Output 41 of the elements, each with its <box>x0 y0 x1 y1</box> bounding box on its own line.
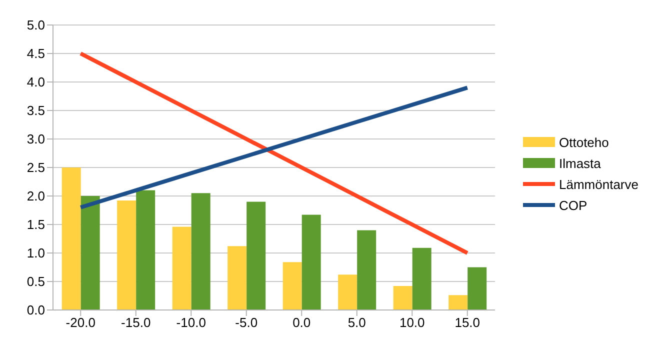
y-tick-label: 3.0 <box>26 132 45 147</box>
x-tick-label: 0.0 <box>292 315 311 330</box>
bar <box>228 246 247 310</box>
x-tick-label: 10.0 <box>399 315 425 330</box>
bar <box>172 226 192 310</box>
y-tick-label: 3.5 <box>26 103 45 118</box>
bar <box>448 295 468 310</box>
bar <box>136 190 156 310</box>
x-tick-label: 5.0 <box>348 315 366 330</box>
y-tick-label: 5.0 <box>26 18 45 33</box>
bar <box>412 248 432 310</box>
y-tick-label: 2.5 <box>26 160 45 176</box>
bar <box>338 274 358 310</box>
bar <box>468 267 487 310</box>
x-tick-label: -5.0 <box>235 315 258 330</box>
y-tick-label: 0.5 <box>26 274 45 290</box>
bar <box>302 214 321 310</box>
bar <box>191 193 210 310</box>
line-series <box>78 52 470 255</box>
bar <box>62 168 81 310</box>
legend-label: Ilmasta <box>559 156 601 170</box>
bar <box>117 200 136 310</box>
legend-label: Ottoteho <box>559 134 609 150</box>
y-tick-label: 4.0 <box>26 74 45 90</box>
bar <box>246 202 266 310</box>
y-tick-label: 1.0 <box>26 246 45 261</box>
x-tick-label: -20.0 <box>66 315 96 330</box>
legend-label: COP <box>559 198 588 212</box>
y-tick-label: 4.5 <box>26 46 45 62</box>
y-tick-label: 0.0 <box>26 302 45 318</box>
bar <box>357 230 376 310</box>
y-tick-label: 1.5 <box>26 217 45 232</box>
x-tick-label: 15.0 <box>454 315 480 330</box>
y-tick-label: 2.0 <box>26 188 45 204</box>
x-tick-label: -10.0 <box>176 315 206 330</box>
bar <box>393 286 412 310</box>
line-series <box>78 86 470 210</box>
bar <box>80 196 100 310</box>
bar <box>282 262 302 310</box>
legend-label: Lämmöntarve <box>559 176 638 192</box>
x-tick-label: -15.0 <box>121 315 151 330</box>
